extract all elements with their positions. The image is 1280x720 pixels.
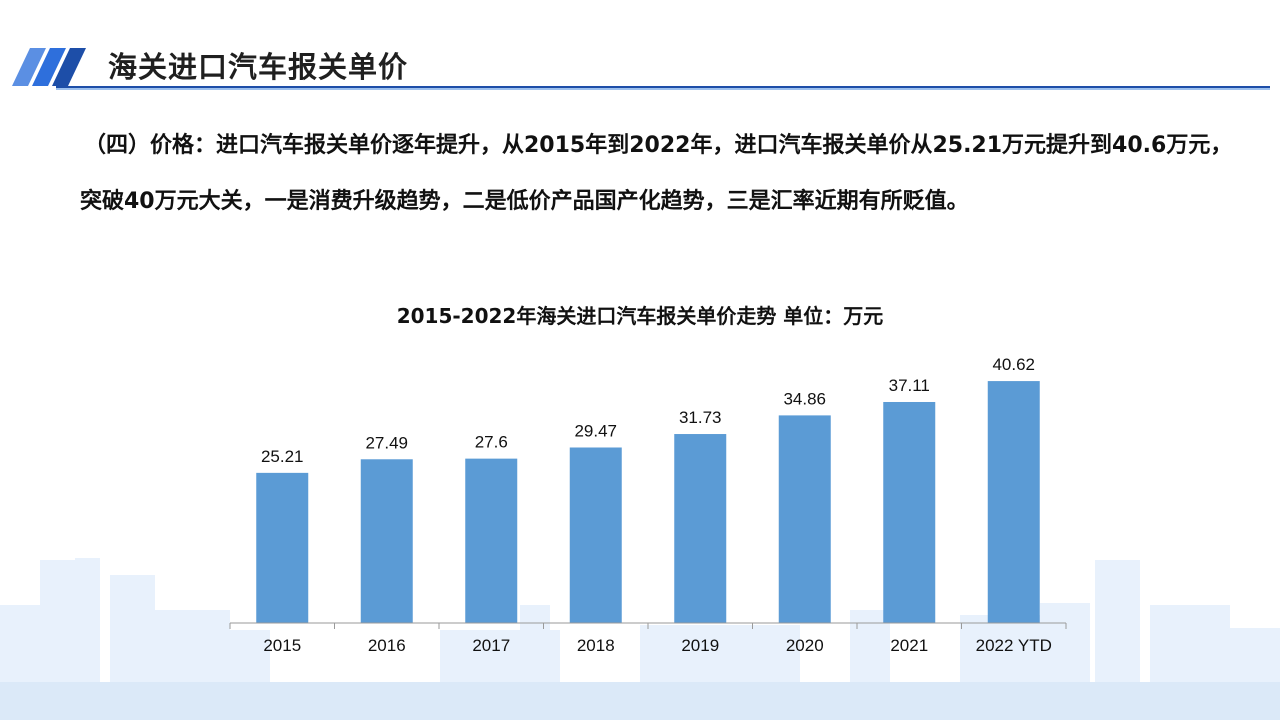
intro-paragraph: （四）价格：进口汽车报关单价逐年提升，从2015年到2022年，进口汽车报关单价…	[80, 133, 1233, 215]
bar	[569, 447, 622, 623]
page-title: 海关进口汽车报关单价	[108, 50, 409, 84]
x-tick-label: 2015	[263, 636, 301, 655]
bar	[883, 401, 936, 623]
x-tick-label: 2016	[368, 636, 406, 655]
bar	[465, 458, 518, 623]
x-tick-label: 2021	[890, 636, 928, 655]
bar	[256, 472, 309, 623]
data-label: 37.11	[889, 376, 930, 395]
data-label: 25.21	[261, 447, 304, 466]
data-label: 31.73	[679, 408, 722, 427]
x-tick-label: 2022 YTD	[976, 636, 1052, 655]
bar	[360, 459, 413, 623]
x-tick-label: 2017	[472, 636, 510, 655]
data-label: 34.86	[783, 389, 826, 408]
bar	[674, 434, 727, 623]
header-divider	[56, 86, 1270, 90]
x-tick-label: 2018	[577, 636, 615, 655]
data-label: 27.49	[365, 433, 408, 452]
x-tick-label: 2019	[681, 636, 719, 655]
data-label: 29.47	[574, 421, 617, 440]
bar	[987, 381, 1040, 623]
data-label: 40.62	[992, 355, 1035, 374]
x-tick-label: 2020	[786, 636, 824, 655]
header-logo-stripes	[12, 48, 86, 86]
data-label: 27.6	[475, 433, 508, 452]
chart-title: 2015-2022年海关进口汽车报关单价走势 单位：万元	[396, 304, 884, 328]
bar	[778, 415, 831, 623]
